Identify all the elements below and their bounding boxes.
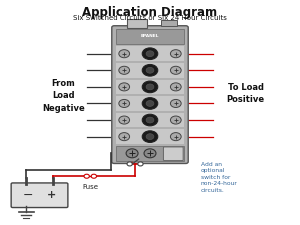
Circle shape [146,101,154,106]
Circle shape [142,131,158,142]
Circle shape [84,174,89,178]
Text: Six Switched Circuits or Six 24 Hour Circuits: Six Switched Circuits or Six 24 Hour Cir… [73,15,227,21]
FancyBboxPatch shape [11,183,68,207]
Circle shape [144,149,156,158]
Text: To Load
Positive: To Load Positive [226,83,265,104]
Bar [116,113,184,127]
Circle shape [142,114,158,126]
Circle shape [170,116,181,124]
Circle shape [119,66,130,74]
Text: +: + [47,190,56,200]
Bar [116,129,184,144]
Circle shape [146,67,154,73]
Circle shape [142,48,158,60]
Bar [116,80,184,94]
Circle shape [142,65,158,76]
Text: EPANEL: EPANEL [141,34,159,38]
Bar [127,19,147,27]
Circle shape [91,174,97,178]
Bar [116,46,184,61]
Circle shape [119,116,130,124]
Circle shape [119,83,130,91]
Bar [116,96,184,111]
Circle shape [170,99,181,108]
Circle shape [127,162,132,166]
Bar [116,29,184,44]
FancyBboxPatch shape [164,147,183,161]
Circle shape [119,133,130,141]
Circle shape [170,50,181,58]
Circle shape [142,98,158,109]
Circle shape [142,81,158,93]
FancyBboxPatch shape [112,26,188,164]
Circle shape [170,83,181,91]
Circle shape [119,50,130,58]
Bar [116,63,184,78]
Text: Add an
optional
switch for
non-24-hour
circuits.: Add an optional switch for non-24-hour c… [201,162,238,193]
Bar [116,146,184,161]
Circle shape [146,117,154,123]
Circle shape [170,66,181,74]
Text: −: − [22,189,33,202]
Circle shape [146,51,154,57]
Circle shape [119,99,130,108]
Circle shape [126,149,138,158]
Text: Application Diagram: Application Diagram [82,6,218,19]
Circle shape [138,162,143,166]
Text: Fuse: Fuse [82,184,98,190]
Circle shape [146,134,154,140]
Circle shape [170,133,181,141]
Circle shape [146,84,154,90]
Text: From
Load
Negative: From Load Negative [42,79,85,113]
Bar [161,20,176,26]
